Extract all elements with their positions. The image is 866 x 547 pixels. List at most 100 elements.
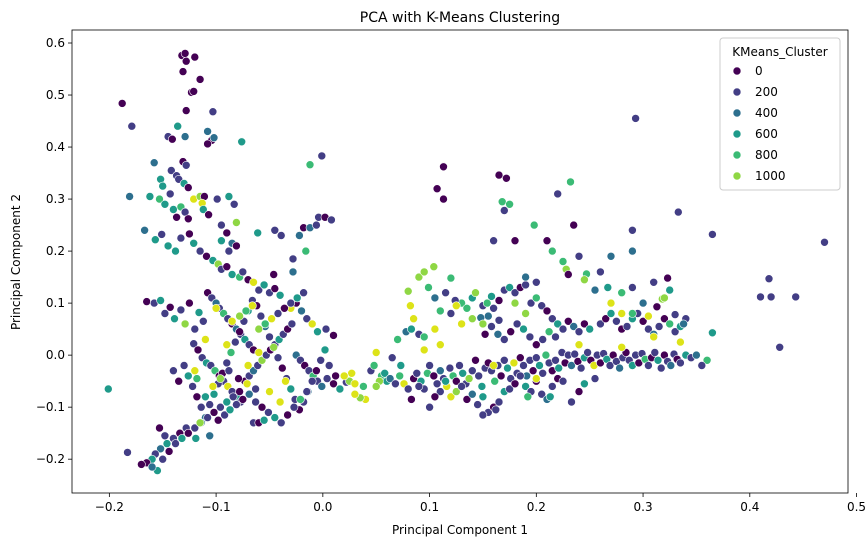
data-point [171, 439, 180, 448]
data-point [471, 288, 480, 298]
data-point [251, 384, 260, 394]
data-point [451, 301, 461, 311]
data-point [297, 306, 306, 316]
data-point [497, 197, 507, 206]
data-point [766, 292, 776, 302]
data-point [580, 275, 589, 285]
data-point [547, 314, 557, 324]
data-point [243, 361, 253, 370]
data-point [267, 314, 276, 324]
y-tick-label: 0.4 [46, 140, 65, 154]
data-point [464, 374, 474, 383]
data-point [173, 121, 182, 131]
data-point [213, 415, 223, 425]
data-point [542, 306, 552, 316]
data-point [652, 302, 662, 312]
data-point [327, 215, 336, 225]
data-point [631, 114, 640, 123]
data-point [387, 353, 397, 363]
data-point [181, 106, 191, 115]
data-point [222, 397, 232, 407]
data-point [331, 371, 340, 381]
data-point [676, 358, 685, 368]
data-point [185, 298, 194, 308]
data-point [509, 358, 519, 368]
data-point [307, 319, 317, 329]
data-point [209, 389, 219, 399]
data-point [499, 206, 509, 215]
data-point [188, 382, 197, 391]
legend-marker [732, 171, 742, 181]
legend: KMeans_Cluster 0 200 400 600 800 1000 [719, 37, 841, 191]
data-point [242, 379, 252, 389]
data-point [222, 358, 232, 368]
data-point [117, 99, 127, 108]
data-point [596, 267, 605, 277]
data-point [181, 161, 191, 170]
data-point [603, 283, 613, 292]
data-point [583, 348, 592, 357]
data-point [569, 220, 579, 230]
data-point [165, 189, 175, 199]
data-point [551, 332, 560, 342]
data-point [445, 363, 455, 373]
data-point [430, 293, 440, 303]
data-point [708, 230, 717, 239]
data-point [467, 314, 477, 324]
legend-label: 400 [755, 106, 778, 120]
data-point [462, 395, 472, 404]
data-point [208, 107, 218, 116]
data-point [232, 241, 241, 251]
data-point [638, 316, 648, 326]
data-point [567, 397, 576, 407]
data-point [171, 246, 180, 256]
data-point [305, 160, 315, 169]
data-point [820, 238, 829, 247]
data-point [519, 361, 528, 370]
data-point [160, 309, 170, 318]
data-point [380, 368, 390, 378]
data-point [203, 127, 212, 136]
data-point [429, 371, 439, 381]
legend-label: 800 [755, 148, 778, 162]
legend-marker [732, 66, 742, 76]
data-point [596, 358, 605, 368]
data-point [601, 314, 611, 324]
data-point [201, 392, 210, 402]
data-point [275, 290, 285, 300]
data-point [478, 392, 488, 402]
data-point [606, 309, 616, 318]
data-point [317, 151, 327, 161]
data-point [313, 327, 322, 337]
data-point [251, 397, 260, 407]
legend-marker [732, 108, 742, 118]
data-point [289, 402, 299, 412]
data-point [574, 327, 584, 337]
data-point [265, 332, 274, 342]
data-point [541, 350, 551, 360]
data-point [169, 366, 178, 376]
data-point [281, 376, 290, 386]
data-point [487, 292, 496, 301]
data-point [199, 316, 208, 326]
data-point [176, 305, 186, 315]
data-point [491, 405, 501, 415]
data-point [273, 309, 283, 318]
data-point [137, 460, 146, 469]
data-point [280, 303, 289, 313]
data-point [708, 328, 717, 338]
data-point [296, 395, 305, 404]
data-point [467, 389, 477, 399]
data-point [316, 355, 326, 365]
data-point [505, 283, 514, 292]
data-point [189, 87, 198, 96]
data-point [435, 366, 445, 376]
data-point [301, 246, 311, 256]
data-point [531, 353, 541, 363]
data-point [227, 270, 237, 279]
data-point [526, 298, 536, 308]
data-point [483, 311, 493, 321]
data-point [222, 340, 232, 350]
data-point [521, 280, 530, 290]
data-point [244, 389, 254, 399]
